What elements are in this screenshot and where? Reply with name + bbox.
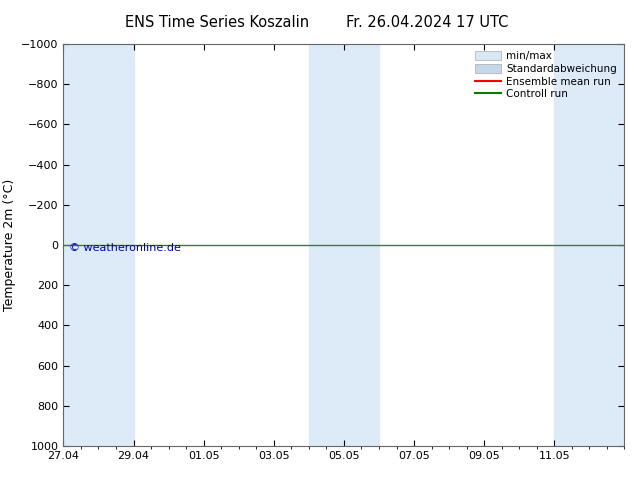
- Y-axis label: Temperature 2m (°C): Temperature 2m (°C): [3, 179, 16, 311]
- Bar: [63, 44, 134, 446]
- Bar: [554, 44, 624, 446]
- Text: © weatheronline.de: © weatheronline.de: [69, 243, 181, 253]
- Bar: [309, 44, 379, 446]
- Legend: min/max, Standardabweichung, Ensemble mean run, Controll run: min/max, Standardabweichung, Ensemble me…: [473, 49, 619, 101]
- Text: ENS Time Series Koszalin        Fr. 26.04.2024 17 UTC: ENS Time Series Koszalin Fr. 26.04.2024 …: [126, 15, 508, 30]
